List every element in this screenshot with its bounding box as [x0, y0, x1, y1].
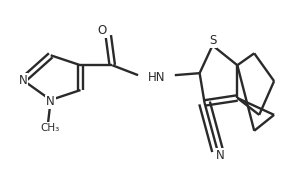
Text: S: S [209, 34, 216, 47]
Text: N: N [19, 74, 27, 87]
Text: N: N [216, 149, 225, 162]
Text: O: O [98, 24, 107, 37]
Text: CH₃: CH₃ [40, 123, 59, 133]
Text: N: N [46, 96, 55, 108]
Text: HN: HN [148, 71, 166, 84]
